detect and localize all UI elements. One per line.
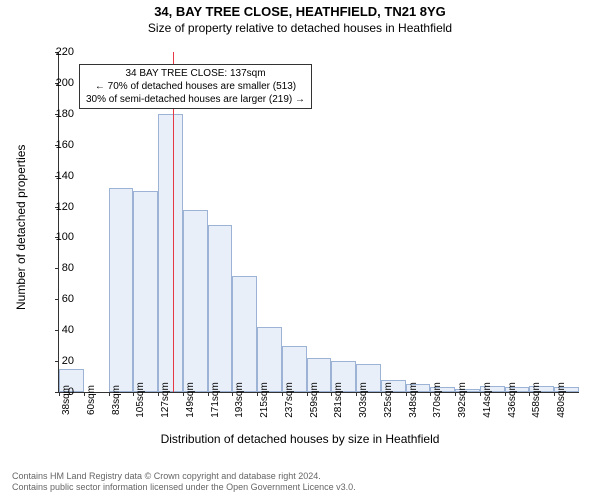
x-tick-mark bbox=[59, 392, 60, 396]
y-tick-label: 80 bbox=[62, 262, 74, 274]
annotation-box: 34 BAY TREE CLOSE: 137sqm← 70% of detach… bbox=[79, 64, 312, 109]
y-tick-label: 220 bbox=[56, 46, 74, 58]
y-tick-label: 20 bbox=[62, 355, 74, 367]
x-tick-mark bbox=[406, 392, 407, 396]
x-tick-label: 237sqm bbox=[284, 382, 295, 418]
x-tick-mark bbox=[381, 392, 382, 396]
y-tick-label: 140 bbox=[56, 170, 74, 182]
x-tick-label: 60sqm bbox=[86, 385, 97, 415]
y-tick-label: 180 bbox=[56, 108, 74, 120]
x-tick-mark bbox=[109, 392, 110, 396]
x-tick-label: 105sqm bbox=[135, 382, 146, 418]
x-axis-label: Distribution of detached houses by size … bbox=[0, 432, 600, 446]
x-tick-label: 149sqm bbox=[185, 382, 196, 418]
x-tick-label: 480sqm bbox=[556, 382, 567, 418]
x-tick-mark bbox=[356, 392, 357, 396]
annotation-line-3: 30% of semi-detached houses are larger (… bbox=[86, 93, 305, 106]
x-tick-label: 259sqm bbox=[309, 382, 320, 418]
x-tick-label: 414sqm bbox=[482, 382, 493, 418]
footer-text: Contains HM Land Registry data © Crown c… bbox=[12, 471, 356, 494]
histogram-bar bbox=[232, 276, 257, 392]
x-tick-label: 458sqm bbox=[531, 382, 542, 418]
x-tick-label: 38sqm bbox=[61, 385, 72, 415]
x-tick-label: 303sqm bbox=[358, 382, 369, 418]
x-tick-mark bbox=[307, 392, 308, 396]
x-tick-label: 127sqm bbox=[160, 382, 171, 418]
y-tick-mark bbox=[55, 299, 59, 300]
chart-area: 34 BAY TREE CLOSE: 137sqm← 70% of detach… bbox=[58, 52, 579, 393]
x-tick-label: 325sqm bbox=[383, 382, 394, 418]
y-axis-label: Number of detached properties bbox=[14, 145, 28, 310]
y-tick-mark bbox=[55, 268, 59, 269]
y-tick-mark bbox=[55, 330, 59, 331]
x-tick-mark bbox=[183, 392, 184, 396]
annotation-line-1: 34 BAY TREE CLOSE: 137sqm bbox=[86, 67, 305, 80]
x-tick-label: 370sqm bbox=[432, 382, 443, 418]
y-tick-label: 120 bbox=[56, 201, 74, 213]
title-block: 34, BAY TREE CLOSE, HEATHFIELD, TN21 8YG… bbox=[0, 0, 600, 35]
y-tick-label: 200 bbox=[56, 77, 74, 89]
x-tick-mark bbox=[158, 392, 159, 396]
histogram-bar bbox=[109, 188, 134, 392]
y-tick-label: 60 bbox=[62, 293, 74, 305]
x-tick-mark bbox=[257, 392, 258, 396]
footer-line-1: Contains HM Land Registry data © Crown c… bbox=[12, 471, 356, 483]
x-tick-label: 171sqm bbox=[210, 382, 221, 418]
y-tick-label: 100 bbox=[56, 231, 74, 243]
x-tick-label: 83sqm bbox=[111, 385, 122, 415]
histogram-bar bbox=[158, 114, 183, 392]
annotation-line-2: ← 70% of detached houses are smaller (51… bbox=[86, 80, 305, 93]
y-tick-label: 40 bbox=[62, 324, 74, 336]
x-tick-mark bbox=[480, 392, 481, 396]
x-tick-label: 193sqm bbox=[234, 382, 245, 418]
sub-title: Size of property relative to detached ho… bbox=[0, 21, 600, 35]
histogram-bar bbox=[133, 191, 158, 392]
histogram-bar bbox=[183, 210, 208, 392]
x-tick-label: 436sqm bbox=[507, 382, 518, 418]
x-tick-label: 348sqm bbox=[408, 382, 419, 418]
x-tick-mark bbox=[208, 392, 209, 396]
y-tick-label: 160 bbox=[56, 139, 74, 151]
x-tick-mark bbox=[282, 392, 283, 396]
histogram-bar bbox=[208, 225, 233, 392]
y-tick-mark bbox=[55, 361, 59, 362]
x-tick-label: 281sqm bbox=[333, 382, 344, 418]
x-tick-mark bbox=[505, 392, 506, 396]
main-title: 34, BAY TREE CLOSE, HEATHFIELD, TN21 8YG bbox=[0, 4, 600, 19]
footer-line-2: Contains public sector information licen… bbox=[12, 482, 356, 494]
x-tick-mark bbox=[84, 392, 85, 396]
x-tick-label: 215sqm bbox=[259, 382, 270, 418]
x-tick-label: 392sqm bbox=[457, 382, 468, 418]
